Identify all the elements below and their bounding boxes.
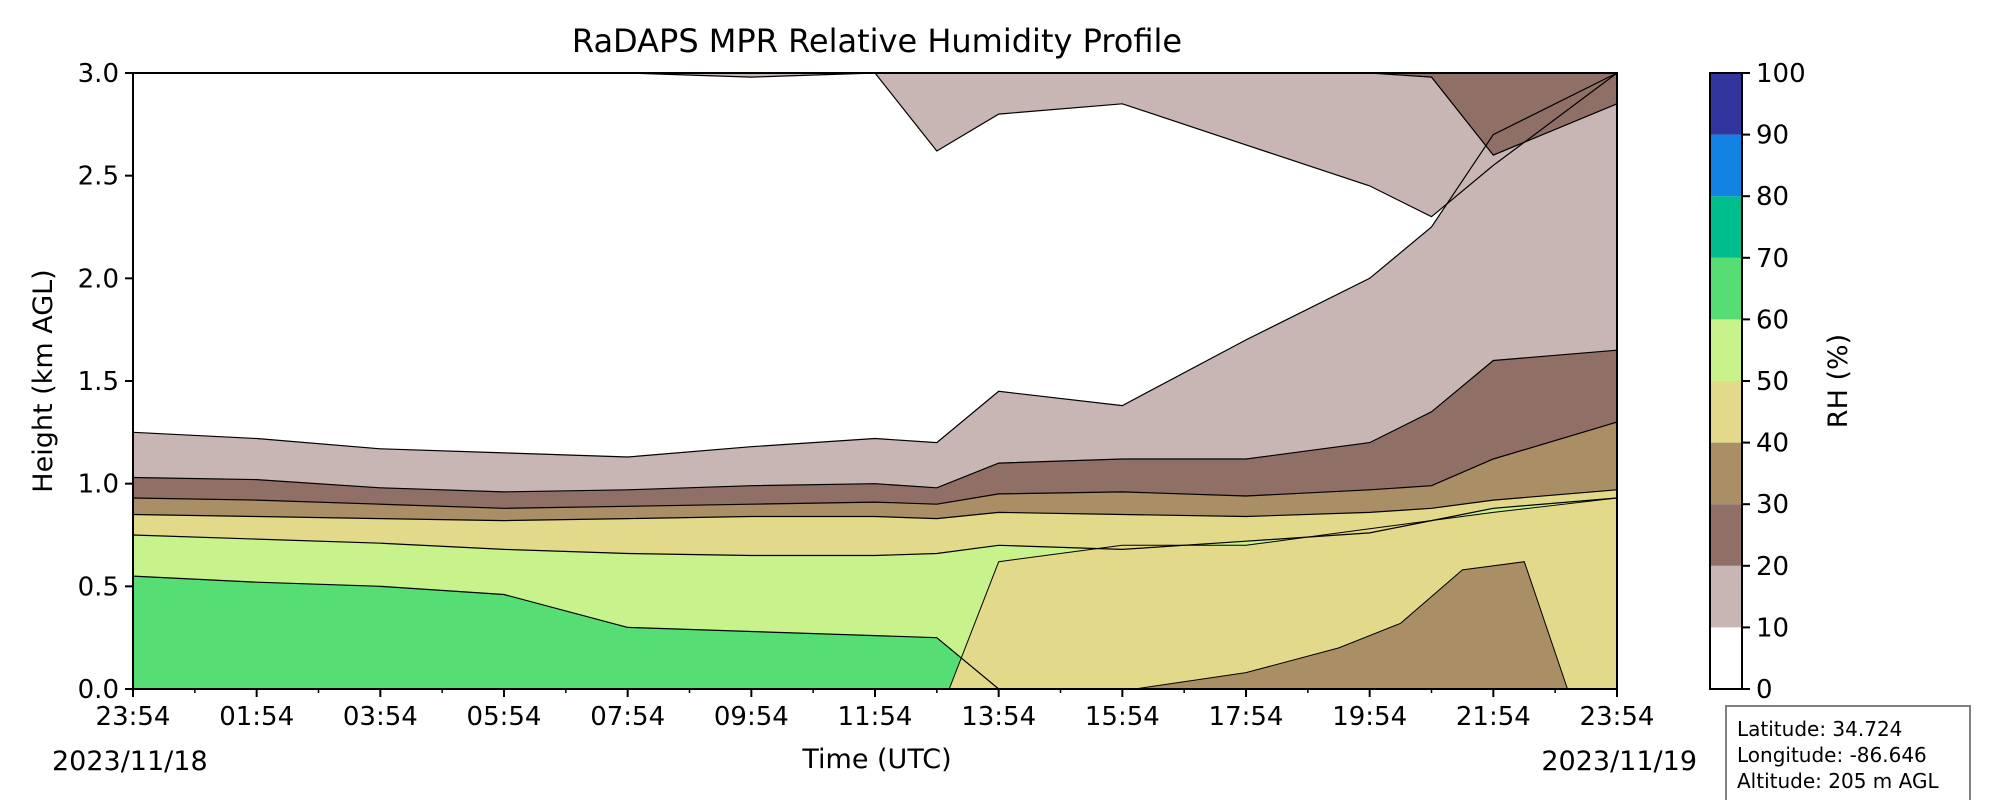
x-axis: 23:54 01:54 03:54 05:54 07:54 09:54 11:54 13:54… <box>96 689 1655 732</box>
colorbar-swatch <box>1710 73 1742 135</box>
colorbar-tick-label: 20 <box>1756 552 1789 582</box>
colorbar-tick-label: 80 <box>1756 182 1789 212</box>
colorbar-swatch <box>1710 319 1742 381</box>
x-tick-label: 07:54 <box>590 702 665 732</box>
chart-title: RaDAPS MPR Relative Humidity Profile <box>572 22 1182 60</box>
x-tick-label: 21:54 <box>1456 702 1531 732</box>
altitude-text: Altitude: 205 m AGL <box>1737 769 1939 793</box>
rh-upper-band-10-20 <box>133 73 1617 217</box>
x-tick-label: 17:54 <box>1209 702 1284 732</box>
colorbar-tick-label: 100 <box>1756 59 1806 89</box>
colorbar-tick-label: 50 <box>1756 367 1789 397</box>
colorbar-swatch <box>1710 627 1742 689</box>
colorbar-tick-label: 90 <box>1756 121 1789 151</box>
colorbar-tick-label: 60 <box>1756 305 1789 335</box>
colorbar-tick-label: 0 <box>1756 675 1773 705</box>
rh-band-20-30 <box>133 350 1617 509</box>
y-axis-label: Height (km AGL) <box>28 269 59 492</box>
longitude-text: Longitude: -86.646 <box>1737 743 1927 767</box>
colorbar-swatch <box>1710 134 1742 197</box>
colorbar-tick-label: 70 <box>1756 244 1789 274</box>
x-axis-label: Time (UTC) <box>801 744 951 775</box>
rh-contour-fills <box>133 73 1618 690</box>
colorbar-swatch <box>1710 257 1742 320</box>
latitude-text: Latitude: 34.724 <box>1737 717 1902 741</box>
rh-band-30-40-surface <box>1134 561 1569 690</box>
colorbar-swatch <box>1710 381 1742 443</box>
x-tick-label: 23:54 <box>1580 702 1655 732</box>
x-tick-label: 13:54 <box>961 702 1036 732</box>
rh-band-10-20 <box>133 73 1617 492</box>
end-date-label: 2023/11/19 <box>1541 746 1697 777</box>
y-tick-label: 1.5 <box>78 367 119 397</box>
y-tick-label: 0.5 <box>78 572 119 602</box>
rh-band-60-70 <box>133 576 1617 689</box>
contour-line-rh-10 <box>132 72 1618 458</box>
y-tick-label: 0.0 <box>78 675 119 705</box>
colorbar-swatch <box>1710 442 1742 505</box>
x-tick-label: 15:54 <box>1085 702 1160 732</box>
rh-band-30-40 <box>133 422 1617 521</box>
x-tick-label: 19:54 <box>1332 702 1407 732</box>
info-box-frame <box>1725 705 1971 800</box>
colorbar-swatch <box>1710 196 1742 258</box>
y-tick-label: 1.0 <box>78 470 119 500</box>
colorbar-tick-label: 40 <box>1756 429 1789 459</box>
colorbar-swatch <box>1710 504 1742 566</box>
start-date-label: 2023/11/18 <box>52 746 208 777</box>
contour-line-rh-40 <box>132 489 1618 522</box>
contour-line-rh-50 <box>132 497 1618 557</box>
rh-band-40-50 <box>133 489 1617 556</box>
x-tick-label: 11:54 <box>838 702 913 732</box>
x-tick-label: 05:54 <box>467 702 542 732</box>
contour-line-rh-30 <box>132 421 1618 509</box>
x-tick-label: 01:54 <box>219 702 294 732</box>
y-tick-label: 3.0 <box>78 59 119 89</box>
y-axis: 0.0 0.5 1.0 1.5 2.0 2.5 3.0 <box>78 59 133 705</box>
y-tick-label: 2.5 <box>78 162 119 192</box>
rh-upper-band-20-30 <box>133 73 1617 156</box>
colorbar-tick-label: 30 <box>1756 490 1789 520</box>
y-tick-label: 2.0 <box>78 264 119 294</box>
colorbar-swatch <box>1710 565 1742 628</box>
x-tick-label: 23:54 <box>96 702 171 732</box>
station-info-box: Latitude: 34.724 Longitude: -86.646 Alti… <box>1725 705 1971 800</box>
x-tick-label: 09:54 <box>714 702 789 732</box>
colorbar-tick-label: 10 <box>1756 613 1789 643</box>
x-tick-label: 03:54 <box>343 702 418 732</box>
colorbar-label: RH (%) <box>1823 334 1854 428</box>
contour-line-rh-20 <box>132 349 1618 493</box>
colorbar: 0 10 20 30 40 50 60 70 80 90 100 <box>1709 59 1806 705</box>
